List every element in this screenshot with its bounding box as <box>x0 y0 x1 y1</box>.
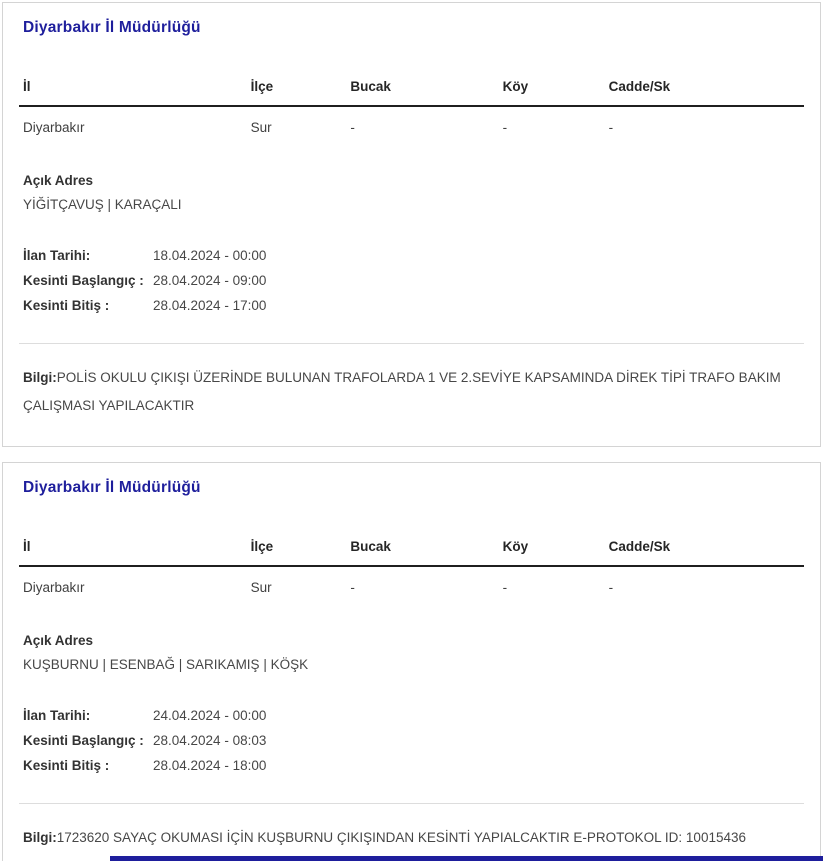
bilgi-paragraph: Bilgi:1723620 SAYAÇ OKUMASI İÇİN KUŞBURN… <box>19 824 804 852</box>
page-title: Diyarbakır İl Müdürlüğü <box>23 19 201 36</box>
bilgi-text: 1723620 SAYAÇ OKUMASI İÇİN KUŞBURNU ÇIKI… <box>56 830 746 845</box>
kesinti-baslangic-row: Kesinti Başlangıç : 28.04.2024 - 09:00 <box>19 273 804 288</box>
bilgi-text: POLİS OKULU ÇIKIŞI ÜZERİNDE BULUNAN TRAF… <box>23 370 781 413</box>
kesinti-bitis-value: 28.04.2024 - 18:00 <box>153 758 267 773</box>
cell-ilce: Sur <box>250 580 272 595</box>
cell-cadde-sk: - <box>608 580 614 595</box>
outage-card-1: Diyarbakır İl Müdürlüğü İl İlçe Bucak Kö… <box>2 2 821 447</box>
acik-adres-value: YİĞİTÇAVUŞ | KARAÇALI <box>23 197 182 212</box>
table-header-row: İl İlçe Bucak Köy Cadde/Sk <box>19 539 804 567</box>
ilan-tarihi-label: İlan Tarihi: <box>23 248 91 263</box>
kesinti-baslangic-row: Kesinti Başlangıç : 28.04.2024 - 08:03 <box>19 733 804 748</box>
bilgi-label: Bilgi: <box>23 370 57 385</box>
kesinti-bitis-label: Kesinti Bitiş : <box>23 298 110 313</box>
col-header-ilce: İlçe <box>246 79 347 107</box>
kesinti-bitis-value: 28.04.2024 - 17:00 <box>153 298 267 313</box>
outage-card-2: Diyarbakır İl Müdürlüğü İl İlçe Bucak Kö… <box>2 462 821 861</box>
ilan-tarihi-row: İlan Tarihi: 24.04.2024 - 00:00 <box>19 708 804 723</box>
table-header-row: İl İlçe Bucak Köy Cadde/Sk <box>19 79 804 107</box>
col-header-bucak: Bucak <box>346 79 499 107</box>
date-info-group: İlan Tarihi: 24.04.2024 - 00:00 Kesinti … <box>19 708 804 773</box>
kesinti-baslangic-value: 28.04.2024 - 08:03 <box>153 733 267 748</box>
col-header-il: İl <box>19 79 247 107</box>
cell-koy: - <box>502 120 508 135</box>
acik-adres-label: Açık Adres <box>23 633 94 648</box>
location-table: İl İlçe Bucak Köy Cadde/Sk Diyarbakır Su… <box>19 79 804 147</box>
bottom-cutoff-bar <box>110 856 823 861</box>
bilgi-paragraph: Bilgi:POLİS OKULU ÇIKIŞI ÜZERİNDE BULUNA… <box>19 364 804 420</box>
cell-cadde-sk: - <box>608 120 614 135</box>
ilan-tarihi-label: İlan Tarihi: <box>23 708 91 723</box>
page-title: Diyarbakır İl Müdürlüğü <box>23 479 201 496</box>
col-header-koy: Köy <box>498 539 605 567</box>
divider <box>19 803 804 804</box>
bilgi-label: Bilgi: <box>23 830 57 845</box>
kesinti-bitis-row: Kesinti Bitiş : 28.04.2024 - 18:00 <box>19 758 804 773</box>
ilan-tarihi-row: İlan Tarihi: 18.04.2024 - 00:00 <box>19 248 804 263</box>
cell-ilce: Sur <box>250 120 272 135</box>
cell-il: Diyarbakır <box>23 580 85 595</box>
date-info-group: İlan Tarihi: 18.04.2024 - 00:00 Kesinti … <box>19 248 804 313</box>
ilan-tarihi-value: 18.04.2024 - 00:00 <box>153 248 267 263</box>
col-header-ilce: İlçe <box>246 539 347 567</box>
kesinti-bitis-label: Kesinti Bitiş : <box>23 758 110 773</box>
location-table: İl İlçe Bucak Köy Cadde/Sk Diyarbakır Su… <box>19 539 804 607</box>
col-header-cadde-sk: Cadde/Sk <box>604 79 804 107</box>
col-header-il: İl <box>19 539 247 567</box>
table-row: Diyarbakır Sur - - - <box>19 566 804 607</box>
divider <box>19 343 804 344</box>
kesinti-baslangic-label: Kesinti Başlangıç : <box>23 273 144 288</box>
col-header-cadde-sk: Cadde/Sk <box>604 539 804 567</box>
cell-bucak: - <box>350 120 355 135</box>
cell-il: Diyarbakır <box>23 120 85 135</box>
cell-bucak: - <box>350 580 355 595</box>
acik-adres-label: Açık Adres <box>23 173 94 188</box>
kesinti-baslangic-value: 28.04.2024 - 09:00 <box>153 273 267 288</box>
kesinti-bitis-row: Kesinti Bitiş : 28.04.2024 - 17:00 <box>19 298 804 313</box>
cell-koy: - <box>502 580 508 595</box>
col-header-koy: Köy <box>498 79 605 107</box>
ilan-tarihi-value: 24.04.2024 - 00:00 <box>153 708 267 723</box>
kesinti-baslangic-label: Kesinti Başlangıç : <box>23 733 144 748</box>
col-header-bucak: Bucak <box>346 539 499 567</box>
table-row: Diyarbakır Sur - - - <box>19 106 804 147</box>
acik-adres-value: KUŞBURNU | ESENBAĞ | SARIKAMIŞ | KÖŞK <box>23 657 309 672</box>
